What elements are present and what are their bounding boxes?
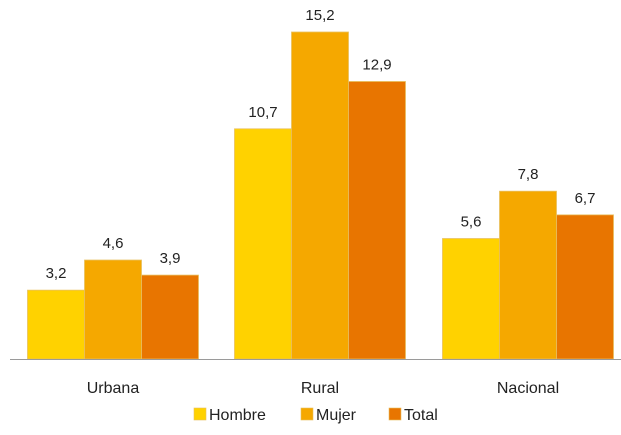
legend: Hombre Mujer Total [193,407,438,424]
bar-rural-hombre [234,128,292,360]
bar-rural-total [348,81,406,360]
value-label-rural-total: 12,9 [362,56,391,73]
value-label-nacional-hombre: 5,6 [461,214,482,231]
bar-urbana-total [141,274,199,360]
bar-nacional-hombre [442,238,500,360]
value-label-rural-hombre: 10,7 [248,104,277,121]
value-label-nacional-total: 6,7 [575,190,596,207]
legend-item-mujer: Mujer [300,407,357,424]
bar-urbana-hombre [27,289,85,360]
bar-urbana-mujer [84,259,142,360]
category-label-rural: Rural [301,380,339,397]
value-label-urbana-hombre: 3,2 [46,265,67,282]
category-labels-layer: Urbana Rural Nacional [87,380,559,397]
legend-item-hombre: Hombre [193,407,266,424]
legend-swatch-hombre [193,407,207,421]
category-label-nacional: Nacional [497,380,559,397]
value-labels-layer: 3,2 4,6 3,9 10,7 15,2 12,9 5,6 7,8 6,7 [46,7,596,282]
value-label-rural-mujer: 15,2 [305,7,334,24]
value-label-urbana-total: 3,9 [160,250,181,267]
bar-nacional-mujer [499,190,557,360]
legend-item-total: Total [388,407,438,424]
bars-layer [27,31,614,360]
value-label-urbana-mujer: 4,6 [103,235,124,252]
category-label-urbana: Urbana [87,380,140,397]
value-label-nacional-mujer: 7,8 [518,166,539,183]
legend-label-mujer: Mujer [316,407,357,424]
bar-rural-mujer [291,31,349,360]
legend-label-total: Total [404,407,438,424]
bar-nacional-total [556,214,614,360]
legend-label-hombre: Hombre [209,407,266,424]
legend-swatch-mujer [300,407,314,421]
legend-swatch-total [388,407,402,421]
